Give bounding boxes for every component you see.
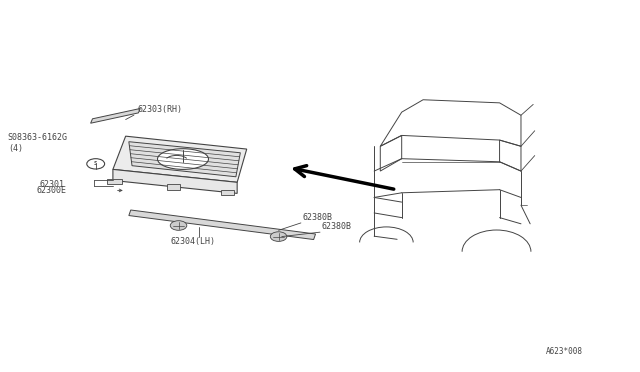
Text: 62380B: 62380B: [302, 213, 332, 222]
Polygon shape: [167, 184, 180, 190]
Polygon shape: [129, 210, 316, 240]
Text: 62301: 62301: [40, 180, 65, 189]
Circle shape: [87, 159, 104, 169]
Circle shape: [270, 232, 287, 241]
Polygon shape: [129, 142, 241, 177]
Polygon shape: [221, 190, 234, 195]
Polygon shape: [113, 169, 237, 193]
Text: 62300E: 62300E: [36, 186, 67, 195]
Polygon shape: [91, 109, 140, 123]
Text: S: S: [94, 161, 97, 166]
Text: A623*008: A623*008: [546, 347, 583, 356]
Text: 62304(LH): 62304(LH): [170, 237, 215, 246]
Text: 62380B: 62380B: [321, 222, 351, 231]
Polygon shape: [106, 179, 122, 184]
Circle shape: [170, 221, 187, 230]
Ellipse shape: [157, 149, 209, 169]
Text: S08363-6162G
(4): S08363-6162G (4): [8, 134, 68, 153]
Text: 62303(RH): 62303(RH): [137, 105, 182, 114]
Polygon shape: [113, 136, 246, 182]
